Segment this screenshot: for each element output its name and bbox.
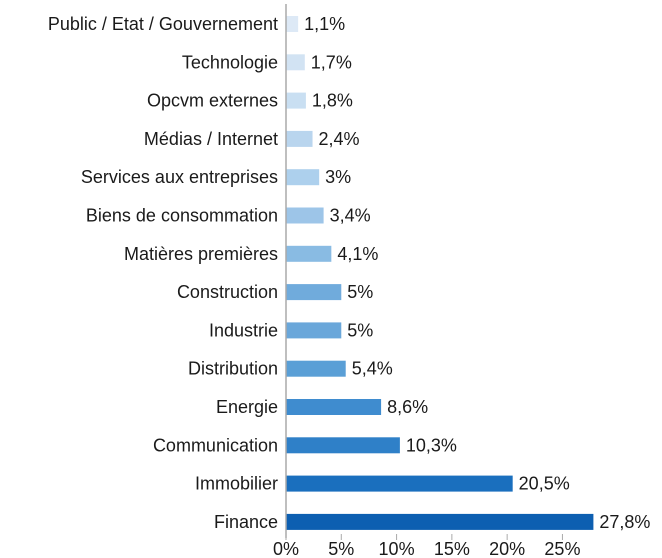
value-label: 1,7% bbox=[311, 52, 352, 72]
category-label: Energie bbox=[216, 397, 278, 417]
x-tick-label: 25% bbox=[544, 539, 580, 558]
category-label: Communication bbox=[153, 435, 278, 455]
category-label: Technologie bbox=[182, 52, 278, 72]
x-tick-label: 10% bbox=[379, 539, 415, 558]
category-label: Services aux entreprises bbox=[81, 167, 278, 187]
x-tick-label: 0% bbox=[273, 539, 299, 558]
bar bbox=[286, 245, 332, 262]
category-label: Construction bbox=[177, 282, 278, 302]
category-label: Opcvm externes bbox=[147, 91, 278, 111]
value-label: 5% bbox=[347, 320, 373, 340]
bar bbox=[286, 207, 324, 224]
value-label: 1,1% bbox=[304, 14, 345, 34]
bars-group bbox=[286, 16, 594, 530]
value-label: 20,5% bbox=[519, 474, 570, 494]
category-label: Matières premières bbox=[124, 244, 278, 264]
value-label: 10,3% bbox=[406, 435, 457, 455]
category-label: Finance bbox=[214, 512, 278, 532]
value-label: 8,6% bbox=[387, 397, 428, 417]
value-label: 27,8% bbox=[599, 512, 650, 532]
category-labels: Public / Etat / Gouvernement Technologie O… bbox=[48, 14, 278, 532]
value-label: 3% bbox=[325, 167, 351, 187]
bar bbox=[286, 284, 342, 301]
category-label: Public / Etat / Gouvernement bbox=[48, 14, 278, 34]
x-tick-label: 15% bbox=[434, 539, 470, 558]
x-tick-label: 5% bbox=[328, 539, 354, 558]
category-label: Biens de consommation bbox=[86, 206, 278, 226]
bar bbox=[286, 322, 342, 339]
bar bbox=[286, 437, 400, 454]
value-label: 5,4% bbox=[352, 359, 393, 379]
x-tick-label: 20% bbox=[489, 539, 525, 558]
x-axis-ticks: 0% 5% 10% 15% 20% 25% bbox=[273, 534, 580, 558]
bar bbox=[286, 16, 299, 32]
bar bbox=[286, 399, 382, 415]
category-label: Industrie bbox=[209, 320, 278, 340]
category-label: Distribution bbox=[188, 359, 278, 379]
category-label: Immobilier bbox=[195, 474, 278, 494]
category-label: Médias / Internet bbox=[144, 129, 278, 149]
value-label: 5% bbox=[347, 282, 373, 302]
bar bbox=[286, 92, 306, 109]
bar bbox=[286, 513, 594, 530]
value-label: 2,4% bbox=[319, 129, 360, 149]
value-label: 3,4% bbox=[330, 206, 371, 226]
value-label: 4,1% bbox=[337, 244, 378, 264]
bar bbox=[286, 169, 320, 186]
bar bbox=[286, 360, 346, 377]
bar bbox=[286, 475, 513, 492]
value-labels: 1,1% 1,7% 1,8% 2,4% 3% 3,4% 4,1% 5% 5% 5,4% 8,6% 10… bbox=[304, 14, 650, 532]
value-label: 1,8% bbox=[312, 91, 353, 111]
bar bbox=[286, 130, 313, 147]
bar bbox=[286, 54, 305, 71]
